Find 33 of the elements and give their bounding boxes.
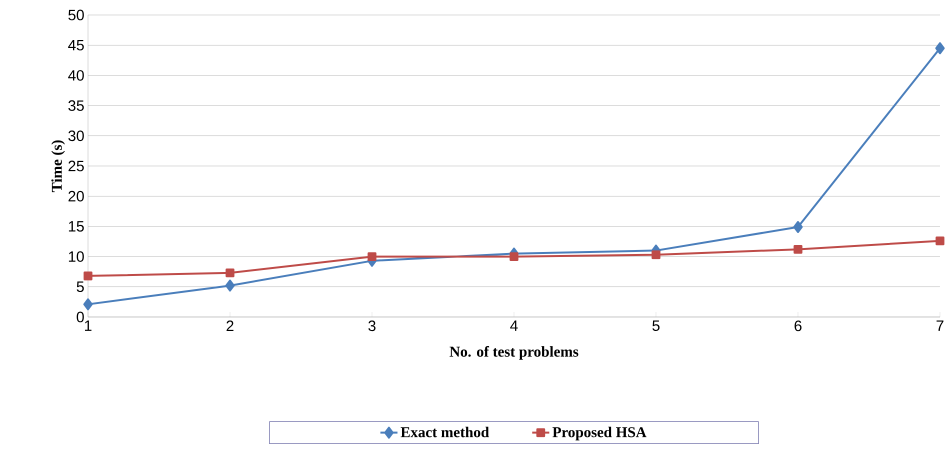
x-tick-label: 2 bbox=[226, 320, 234, 331]
point bbox=[368, 252, 376, 261]
legend-label: Exact method bbox=[400, 426, 490, 438]
y-tick-label: 45 bbox=[68, 40, 84, 50]
x-tick-label: 5 bbox=[652, 320, 660, 331]
x-axis-title: No. of test problems bbox=[450, 346, 578, 360]
point bbox=[652, 250, 660, 260]
y-tick-label: 5 bbox=[76, 282, 84, 292]
x-tick-label: 7 bbox=[936, 320, 944, 331]
point bbox=[225, 280, 235, 292]
y-tick-label: 10 bbox=[68, 251, 84, 262]
legend-label: Proposed HSA bbox=[552, 426, 646, 440]
point bbox=[936, 236, 944, 246]
y-tick-label: 30 bbox=[68, 130, 84, 142]
point bbox=[793, 220, 803, 233]
point bbox=[935, 42, 945, 54]
x-tick-label: 3 bbox=[368, 320, 376, 332]
y-tick-label: 15 bbox=[68, 221, 84, 232]
x-tick-label: 1 bbox=[84, 320, 92, 331]
point bbox=[794, 244, 802, 254]
point bbox=[84, 272, 92, 280]
x-tick-label: 4 bbox=[510, 320, 518, 331]
point bbox=[83, 298, 93, 310]
y-tick-label: 50 bbox=[68, 10, 84, 20]
y-axis-title: Time (s) bbox=[51, 140, 65, 192]
y-tick-label: 25 bbox=[68, 160, 84, 172]
point bbox=[226, 268, 234, 278]
x-tick-label: 6 bbox=[794, 320, 802, 332]
y-tick-label: 0 bbox=[76, 312, 84, 322]
y-tick-label: 20 bbox=[68, 190, 84, 202]
point bbox=[510, 252, 518, 261]
y-tick-label: 40 bbox=[68, 70, 84, 81]
y-tick-label: 35 bbox=[68, 100, 84, 111]
